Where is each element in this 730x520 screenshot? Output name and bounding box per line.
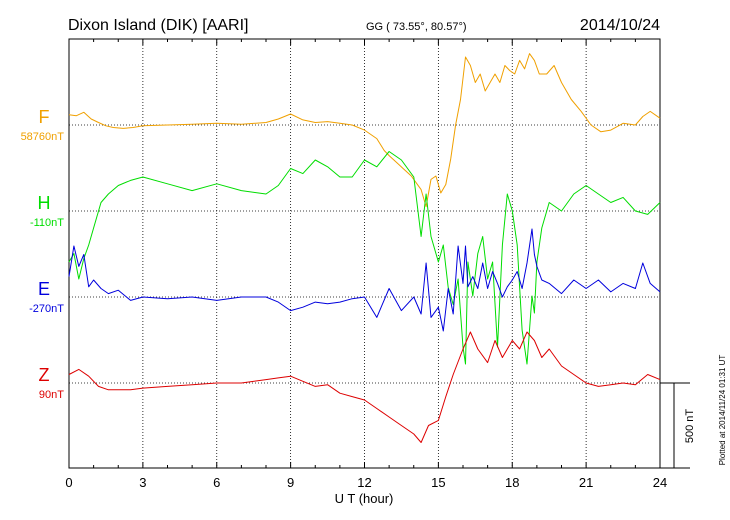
scale-bar: 500 nT — [660, 382, 696, 469]
series-baseline-f: 58760nT — [21, 131, 65, 143]
x-tick-label: 6 — [213, 475, 220, 490]
series-name-e: E — [38, 279, 50, 299]
station-coordinates: GG ( 73.55°, 80.57°) — [366, 21, 467, 33]
scale-bar-label: 500 nT — [684, 409, 696, 444]
x-tick-label: 0 — [65, 475, 72, 490]
series-labels: F 58760nT H -110nT E -270nT Z 90nT — [21, 107, 65, 401]
x-axis: 0 3 6 9 12 15 18 21 24 — [65, 39, 667, 490]
grid — [69, 39, 660, 468]
series-line-f — [68, 53, 661, 208]
series-baseline-e: -270nT — [29, 303, 64, 315]
series-line-h — [68, 151, 661, 365]
x-tick-label: 21 — [579, 475, 593, 490]
station-title: Dixon Island (DIK) [AARI] — [68, 17, 249, 34]
x-tick-label: 24 — [653, 475, 667, 490]
series-name-z: Z — [39, 365, 50, 385]
x-tick-label: 18 — [505, 475, 519, 490]
plotted-timestamp: Plotted at 2014/11/24 01:31 UT — [718, 355, 727, 466]
series-name-f: F — [39, 107, 50, 127]
series-group — [68, 53, 661, 443]
x-tick-label: 9 — [287, 475, 294, 490]
x-tick-label: 15 — [431, 475, 445, 490]
x-axis-label: U T (hour) — [335, 491, 394, 506]
series-baseline-z: 90nT — [39, 389, 64, 401]
x-tick-label: 3 — [139, 475, 146, 490]
series-name-h: H — [38, 193, 51, 213]
series-line-e — [68, 228, 661, 332]
x-tick-label: 12 — [357, 475, 371, 490]
series-baseline-h: -110nT — [30, 217, 64, 229]
plot-frame — [68, 38, 661, 469]
chart-date: 2014/10/24 — [580, 17, 660, 34]
series-line-z — [68, 331, 661, 443]
